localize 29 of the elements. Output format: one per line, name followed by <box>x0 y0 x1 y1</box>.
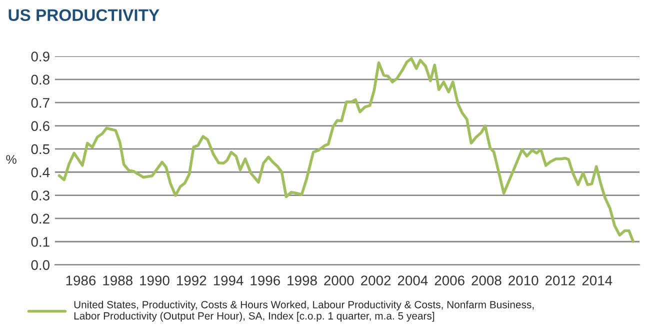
y-tick-label: 0.2 <box>31 214 50 224</box>
x-tick-label: 1996 <box>250 276 280 286</box>
x-tick-label: 2010 <box>508 276 538 286</box>
y-axis-title: % <box>6 155 16 164</box>
line-series <box>58 57 634 243</box>
x-tick-label: 1988 <box>103 276 132 286</box>
x-tick-label: 2014 <box>582 276 612 286</box>
x-tick-label: 2004 <box>398 276 428 286</box>
x-tick-label: 1986 <box>66 276 96 286</box>
y-tick-label: 0.9 <box>31 52 50 62</box>
x-tick-label: 1990 <box>140 276 170 286</box>
y-tick-label: 0.1 <box>31 236 50 247</box>
y-tick-label: 0.5 <box>31 144 50 154</box>
y-tick-label: 0.8 <box>31 74 50 85</box>
x-tick-label: 2000 <box>324 276 354 286</box>
x-tick-label: 1992 <box>176 276 206 286</box>
y-tick-label: 0.0 <box>31 260 50 270</box>
y-tick-label: 0.4 <box>31 167 50 178</box>
x-tick-label: 2002 <box>361 276 391 286</box>
x-tick-label: 2008 <box>472 276 502 286</box>
y-tick-label: 0.6 <box>31 121 50 131</box>
x-tick-label: 1998 <box>288 276 317 286</box>
x-tick-label: 2012 <box>545 276 575 286</box>
x-tick-label: 1994 <box>214 276 244 286</box>
legend-label: United States, Productivity, Costs & Hours Worked, Labour Productivity & Costs, Nonfarm Business, Labor Productivity (Output Per Hour), SA, Index [c.o.p. 1 quarter, m.a. 5 years] <box>74 300 534 322</box>
chart-title: US PRODUCTIVITY <box>8 9 160 22</box>
x-tick-label: 2006 <box>434 276 464 286</box>
y-tick-label: 0.3 <box>31 190 50 200</box>
y-tick-label: 0.7 <box>31 98 50 108</box>
